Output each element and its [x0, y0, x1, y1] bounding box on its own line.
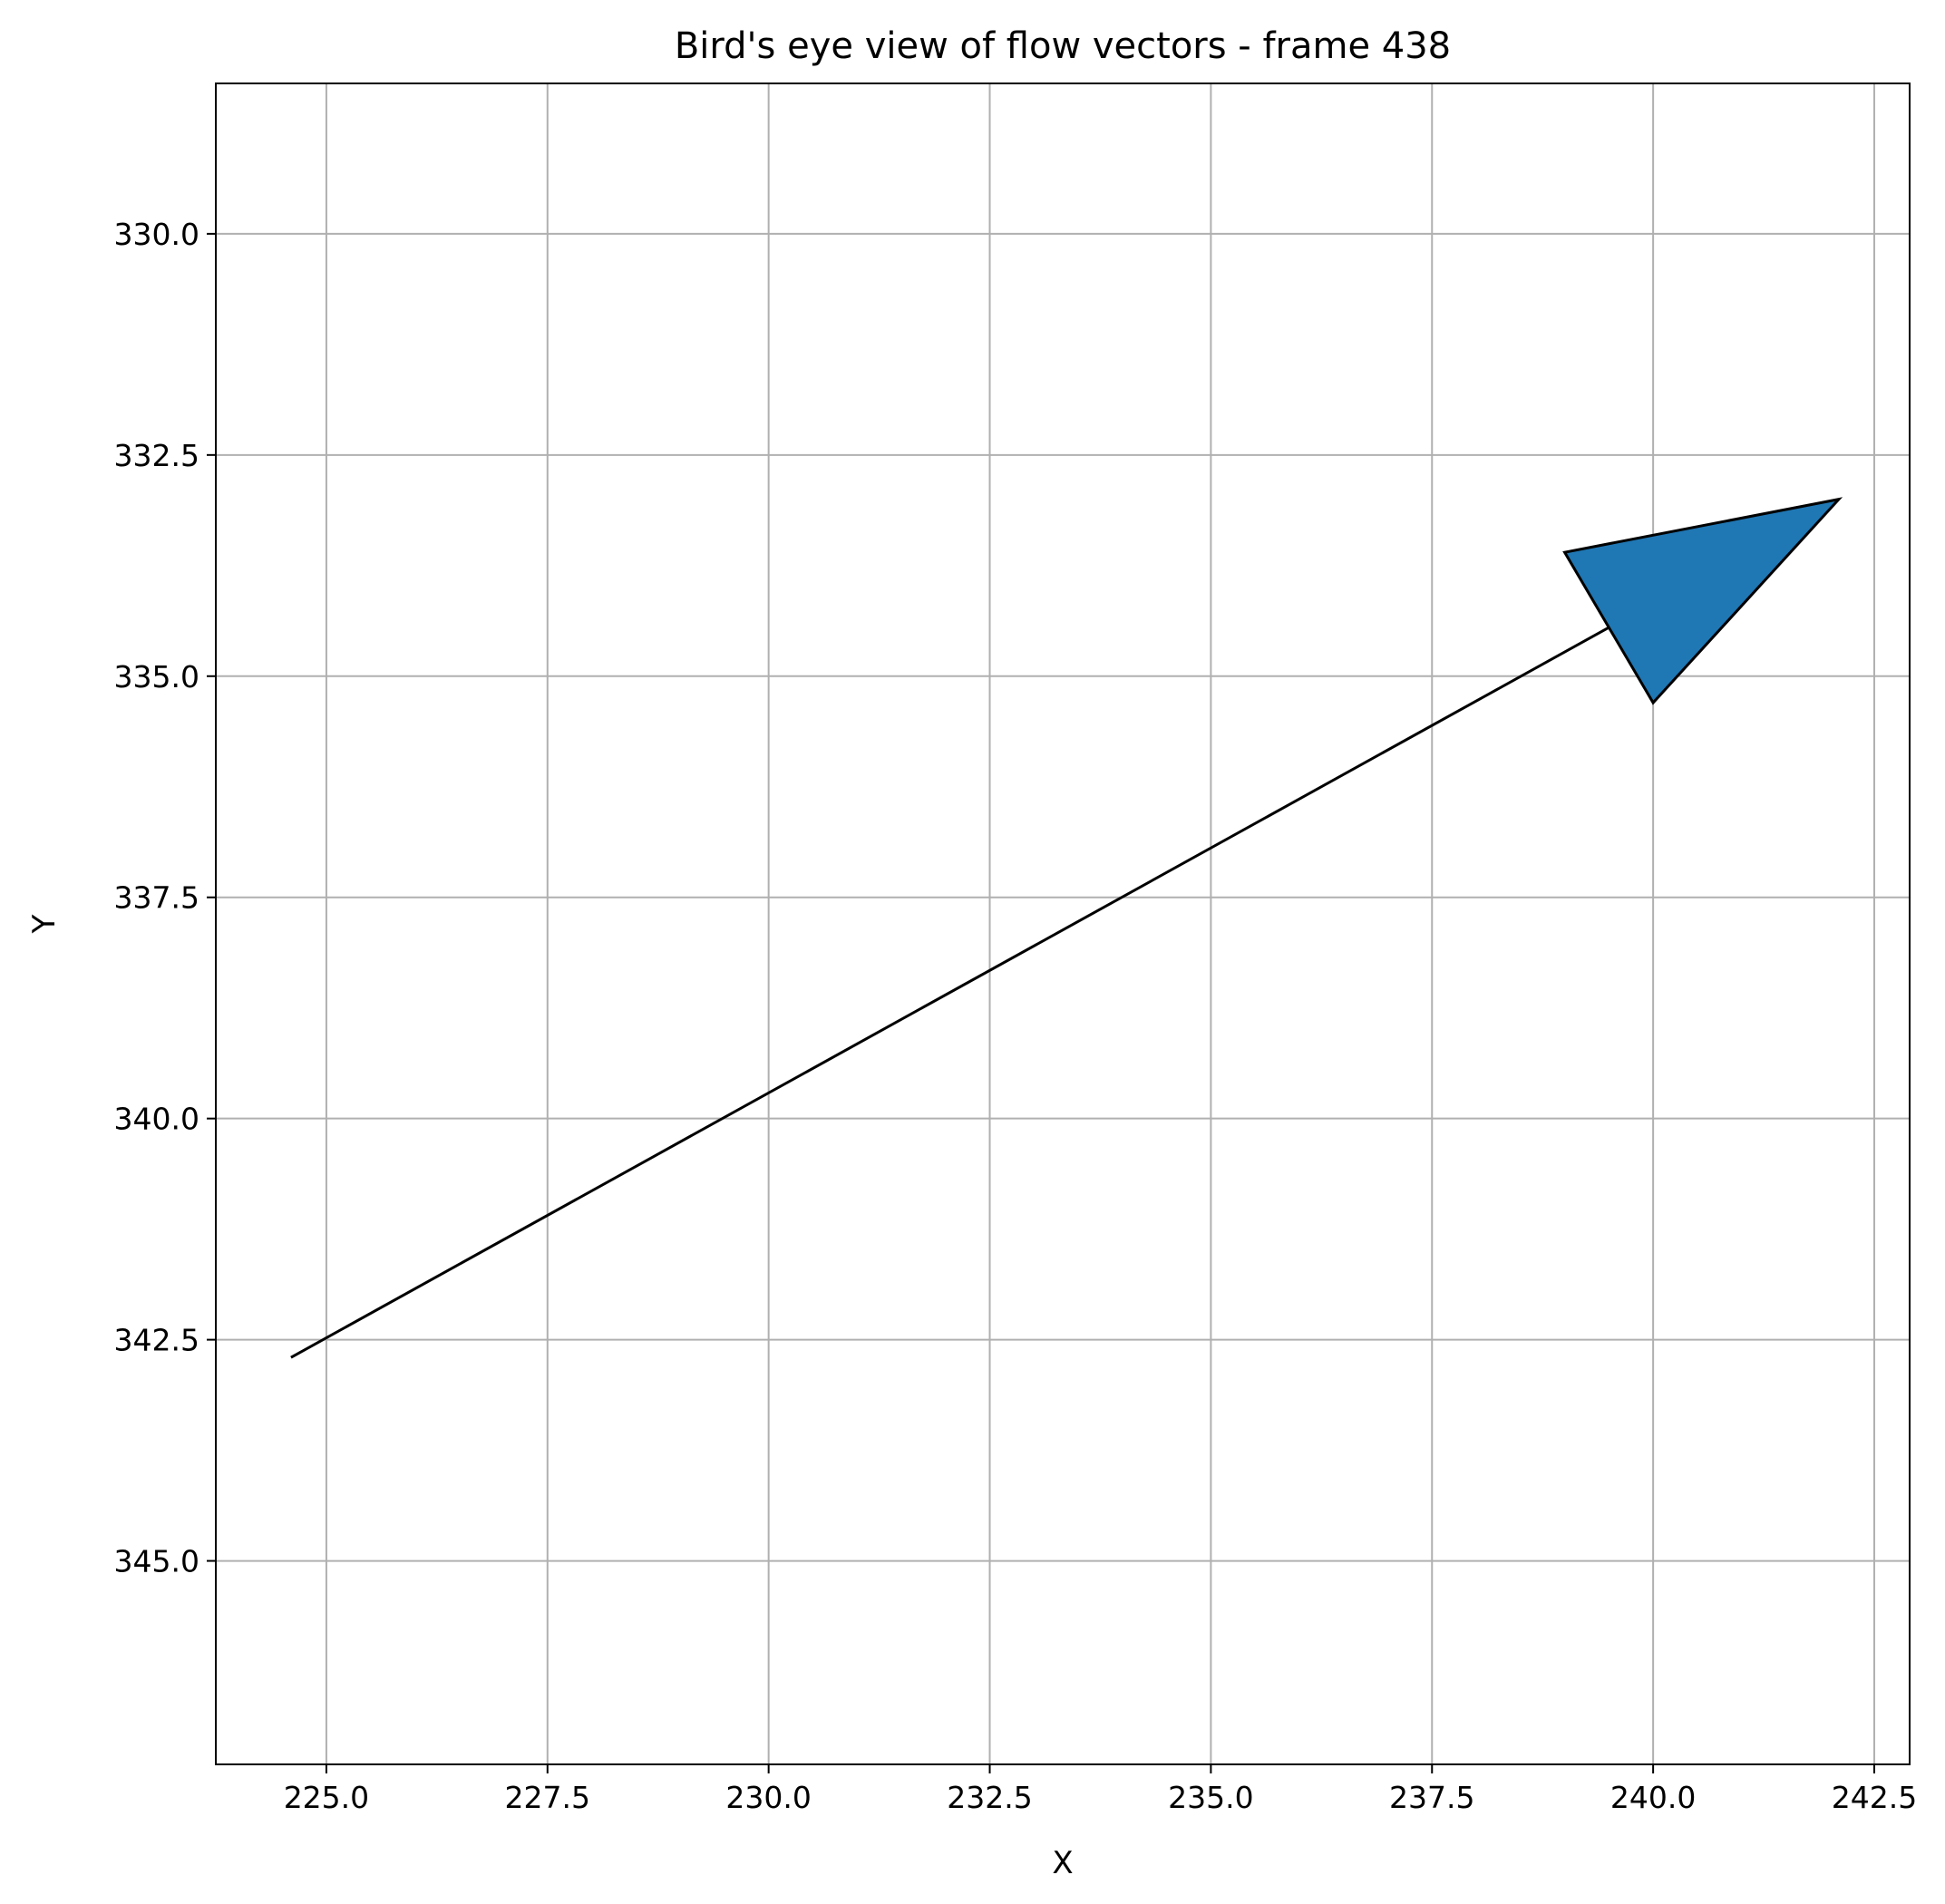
- grid-layer: [216, 83, 1910, 1764]
- x-tick-label: 242.5: [1832, 1780, 1917, 1815]
- data-layer: [290, 497, 1843, 1359]
- x-tick-label: 225.0: [284, 1780, 369, 1815]
- x-tick-label: 237.5: [1389, 1780, 1474, 1815]
- y-tick-label: 332.5: [114, 438, 199, 473]
- chart-title: Bird's eye view of flow vectors - frame …: [675, 25, 1451, 67]
- y-tick-label: 342.5: [114, 1323, 199, 1358]
- x-tick-label: 232.5: [947, 1780, 1032, 1815]
- x-tick-label: 235.0: [1168, 1780, 1253, 1815]
- x-tick-label: 230.0: [725, 1780, 811, 1815]
- plot-frame: [215, 83, 1911, 1765]
- y-tick-label: 330.0: [114, 217, 199, 252]
- y-tick-label: 345.0: [114, 1544, 199, 1579]
- y-tick-label: 340.0: [114, 1102, 199, 1137]
- y-tick-label: 337.5: [114, 880, 199, 916]
- flow-vector-shaft: [290, 626, 1610, 1359]
- y-tick-label: 335.0: [114, 659, 199, 695]
- x-tick-label: 227.5: [505, 1780, 590, 1815]
- y-axis-label: Y: [26, 914, 63, 934]
- x-axis-label: X: [1052, 1845, 1073, 1881]
- flow-vector-head: [1562, 497, 1843, 705]
- tick-layer: 225.0 227.5 230.0 232.5 235.0 237.5 240.0 242.5…: [114, 217, 1918, 1815]
- x-tick-label: 240.0: [1610, 1780, 1696, 1815]
